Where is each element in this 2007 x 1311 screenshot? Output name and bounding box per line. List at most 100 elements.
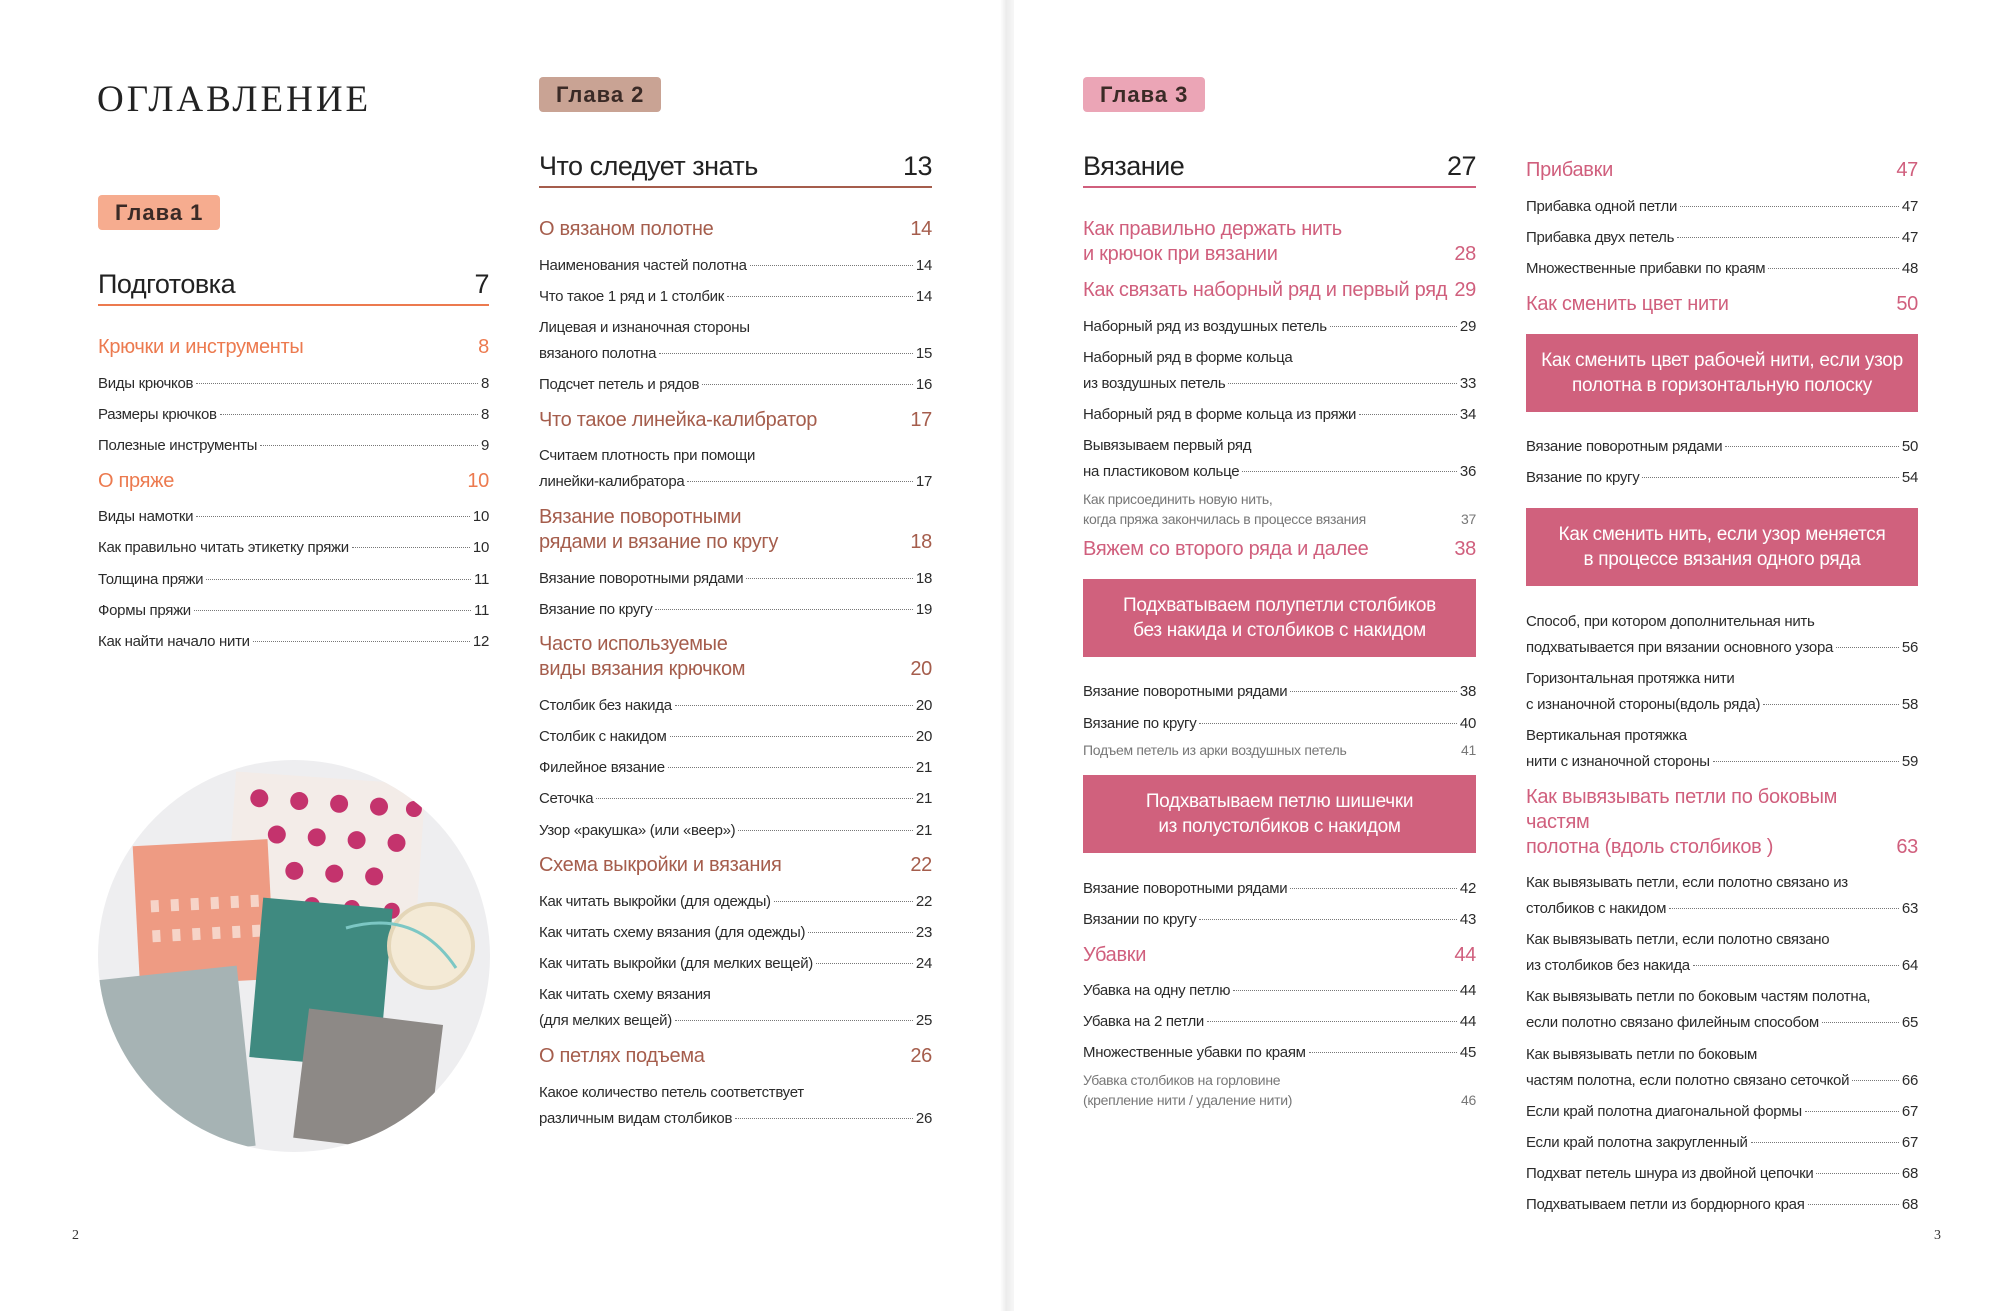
box-line: Подхватываем полупетли столбиков	[1123, 594, 1436, 616]
highlight-box: Подхватываем полупетли столбиков без наки…	[1083, 578, 1476, 657]
toc-entry: Вязание по кругу 54	[1526, 463, 1918, 494]
page-ref: 17	[915, 473, 932, 491]
page-ref: 16	[915, 376, 932, 394]
toc-entry: Прибавка двух петель 47	[1526, 222, 1918, 253]
entry-text: Размеры крючков	[98, 405, 217, 423]
subsection-line: О петлях подъема	[539, 1045, 705, 1067]
page-ref: 44	[1459, 982, 1476, 1000]
entry-row: Вязание по кругу 54	[1526, 465, 1918, 491]
toc-entry: Подхватываем петли из бордюрного края 68	[1526, 1190, 1918, 1221]
entry-text: Вязание по кругу	[539, 600, 653, 618]
page-ref: 63	[1896, 835, 1918, 858]
page-ref: 8	[480, 374, 489, 392]
subsection-heading: Что такое линейка-калибратор 17	[539, 405, 932, 436]
toc-entry: Размеры крючков 8	[98, 399, 489, 430]
entry-text: столбиков с накидом	[1526, 900, 1667, 918]
box-line: в процессе вязания одного ряда	[1583, 548, 1861, 570]
entry-text: Убавка на 2 петли	[1083, 1013, 1205, 1031]
toc-entry: Как найти начало нити 12	[98, 626, 489, 657]
entry-text: Если край полотна диагональной формы	[1526, 1102, 1802, 1120]
entry-row: Формы пряжи 11	[98, 598, 489, 624]
page-ref: 8	[478, 336, 489, 358]
toc-column: Глава 1 Подготовка 7 Крючки и инструменты 8 В…	[98, 195, 489, 658]
highlight-box: Как сменить нить, если узор меняется в пр…	[1526, 507, 1918, 586]
entry-line: Как вывязывать петли по боковым частям п…	[1526, 988, 1871, 1006]
page-ref: 50	[1896, 292, 1918, 315]
dot-leader	[193, 609, 472, 611]
crochet-photo	[98, 760, 490, 1152]
subsection-line: виды вязания крючком	[539, 658, 746, 681]
dot-leader	[655, 608, 913, 610]
entry-text: Вязание поворотными рядами	[539, 569, 744, 587]
entry-row: Вязание поворотными рядами 38	[1083, 679, 1476, 705]
page-ref: 8	[480, 405, 489, 423]
entry-row: подхватывается при вязании основного узо…	[1526, 635, 1918, 661]
dot-leader	[1290, 887, 1457, 889]
page-ref: 63	[1901, 900, 1918, 918]
page-ref: 68	[1901, 1196, 1918, 1214]
entry-line: Какое количество петель соответствует	[539, 1083, 804, 1101]
entry-row: Виды крючков 8	[98, 371, 489, 397]
page-ref: 43	[1459, 910, 1476, 928]
page-ref: 46	[1461, 1092, 1476, 1109]
entry-text: нити с изнаночной стороны	[1526, 752, 1710, 770]
entry-line: Как вывязывать петли по боковым	[1526, 1045, 1758, 1063]
entry-row: Наборный ряд из воздушных петель 29	[1083, 314, 1476, 340]
entry-text: Подхват петель шнура из двойной цепочки	[1526, 1165, 1814, 1183]
dot-leader	[735, 1117, 913, 1119]
entry-row: из воздушных петель 33	[1083, 371, 1476, 397]
toc-entry: Как читать схему вязания (для мелких веще…	[539, 980, 932, 1037]
dot-leader	[1725, 446, 1899, 448]
entry-row: различным видам столбиков 26	[539, 1106, 932, 1132]
box-line: полотна в горизонтальную полоску	[1572, 374, 1872, 396]
entry-row: Убавка на одну петлю 44	[1083, 978, 1476, 1004]
subsection-lines: Как связать наборный ряд и первый ряд	[1083, 278, 1447, 303]
entry-row: Как правильно читать этикетку пряжи 10	[98, 535, 489, 561]
dot-leader	[351, 547, 470, 549]
entry-text: Вязании по кругу	[1083, 910, 1197, 928]
box-line: из полустолбиков с накидом	[1158, 816, 1401, 838]
box-line: Как сменить нить, если узор меняется	[1558, 523, 1886, 545]
highlight-box: Как сменить цвет рабочей нити, если узор…	[1526, 333, 1918, 412]
toc-entry: Подхват петель шнура из двойной цепочки 6…	[1526, 1159, 1918, 1190]
entry-row: Наименования частей полотна 14	[539, 253, 932, 279]
page-ref: 47	[1896, 159, 1918, 181]
dot-leader	[816, 963, 913, 965]
entry-row: Как читать выкройки (для мелких вещей) 24	[539, 951, 932, 977]
entry-row: когда пряжа закончилась в процессе вязан…	[1083, 509, 1476, 529]
entry-row: Если край полотна закругленный 67	[1526, 1130, 1918, 1156]
subsection-heading: Как сменить цвет нити 50	[1526, 289, 1918, 320]
subsection-line: Что такое линейка-калибратор	[539, 408, 818, 431]
page-ref: 21	[915, 821, 932, 839]
dot-leader	[252, 640, 470, 642]
page-number: 3	[1934, 1228, 1941, 1243]
entry-text: на пластиковом кольце	[1083, 463, 1240, 481]
entry-row: Вязание поворотными рядами 42	[1083, 876, 1476, 902]
toc-entry: Если край полотна диагональной формы 67	[1526, 1096, 1918, 1127]
dot-leader	[1199, 722, 1457, 724]
subsection-line: полотна (вдоль столбиков )	[1526, 835, 1774, 858]
dot-leader	[1359, 413, 1457, 415]
page-ref: 29	[1459, 317, 1476, 335]
toc-column: Прибавки 47 Прибавка одной петли 47 Прибавка…	[1526, 151, 1918, 1221]
toc-entry: Вязание поворотными рядами 42	[1083, 873, 1476, 904]
dot-leader	[669, 736, 913, 738]
page-ref: 10	[472, 539, 489, 557]
dot-leader	[1852, 1079, 1899, 1081]
entry-line: Как читать схему вязания	[539, 986, 711, 1004]
subsection-heading: Вязание поворотными рядами и вязание по к…	[539, 502, 932, 558]
subsection-line: О вязаном полотне	[539, 218, 714, 240]
page-ref: 21	[915, 759, 932, 777]
toc-entry: Вязание поворотным рядами 50	[1526, 432, 1918, 463]
entry-row: Вязание по кругу 40	[1083, 711, 1476, 737]
page-ref: 50	[1901, 438, 1918, 456]
entry-row: вязаного полотна 15	[539, 341, 932, 367]
subsection-lines: Что такое линейка-калибратор	[539, 408, 817, 433]
entry-text: Подъем петель из арки воздушных петель	[1083, 742, 1347, 759]
entry-row: Вязание поворотным рядами 50	[1526, 434, 1918, 460]
toc-entry: Прибавка одной петли 47	[1526, 191, 1918, 222]
page-ref: 38	[1459, 683, 1476, 701]
toc-entry: Вертикальная протяжка нити с изнаночной с…	[1526, 720, 1918, 777]
entry-row: Подъем петель из арки воздушных петель 41	[1083, 740, 1476, 760]
subsection-line: Как связать наборный ряд и первый ряд	[1083, 279, 1448, 301]
